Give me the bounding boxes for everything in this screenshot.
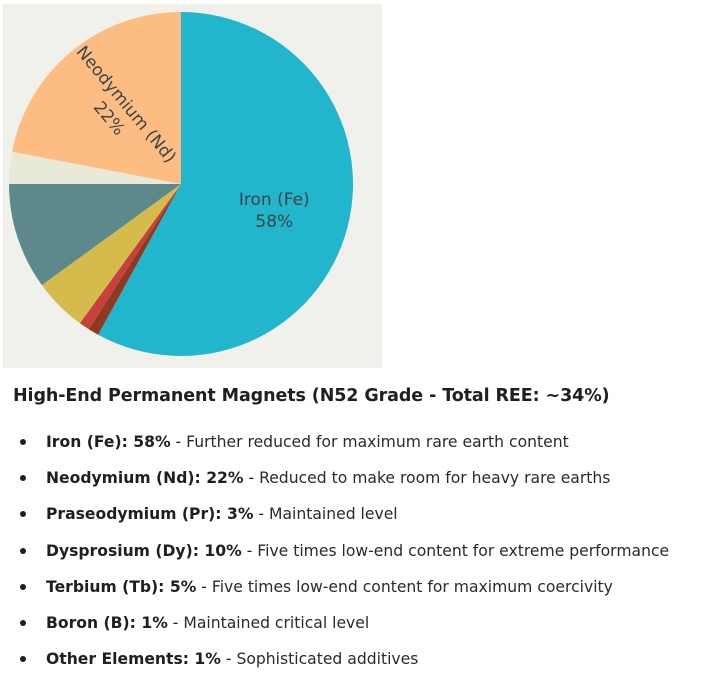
- list-item: Boron (B): 1% - Maintained critical leve…: [20, 605, 669, 641]
- bullet-icon: [20, 511, 26, 518]
- dash: -: [196, 577, 212, 596]
- dash: -: [220, 650, 237, 669]
- slice-value-label: 58%: [255, 212, 293, 232]
- section-heading: High-End Permanent Magnets (N52 Grade - …: [13, 386, 610, 406]
- colon: :: [121, 433, 134, 452]
- element-name: Praseodymium (Pr): [46, 505, 216, 524]
- dash: -: [243, 469, 260, 488]
- slice-label-group: Iron (Fe)58%: [239, 190, 310, 232]
- element-value: 1%: [194, 650, 221, 669]
- element-list: Iron (Fe): 58% - Further reduced for max…: [20, 424, 669, 677]
- element-description: Maintained level: [269, 505, 398, 524]
- element-name: Boron (B): [46, 614, 130, 633]
- element-value: 22%: [206, 469, 244, 488]
- element-value: 3%: [226, 505, 254, 524]
- element-description: Sophisticated additives: [236, 650, 419, 669]
- element-description: Reduced to make room for heavy rare eart…: [259, 469, 611, 488]
- dash: -: [253, 505, 269, 524]
- bullet-icon: [20, 439, 26, 446]
- element-value: 1%: [141, 614, 168, 633]
- list-item: Praseodymium (Pr): 3% - Maintained level: [20, 496, 669, 532]
- list-item: Other Elements: 1% - Sophisticated addit…: [20, 641, 669, 677]
- pie-slice-neodymium-nd: [12, 12, 181, 184]
- list-item: Dysprosium (Dy): 10% - Five times low-en…: [20, 533, 669, 569]
- bullet-icon: [20, 475, 26, 482]
- element-name: Other Elements: [46, 650, 183, 669]
- element-value: 5%: [169, 577, 197, 596]
- colon: :: [215, 505, 227, 524]
- element-description: Five times low-end content for extreme p…: [257, 541, 670, 560]
- element-description: Maintained critical level: [183, 614, 370, 633]
- colon: :: [129, 614, 142, 633]
- element-description: Further reduced for maximum rare earth c…: [186, 433, 569, 452]
- pie-slice-boron-b: [79, 184, 181, 330]
- colon: :: [182, 650, 195, 669]
- bullet-icon: [20, 656, 26, 663]
- element-value: 10%: [204, 541, 242, 560]
- dash: -: [241, 541, 258, 560]
- element-value: 58%: [133, 433, 171, 452]
- pie-chart-panel: Iron (Fe) 58% Neodymium (Nd) 22%: [3, 4, 382, 368]
- pie-slice-other-elements: [88, 184, 181, 335]
- list-item: Iron (Fe): 58% - Further reduced for max…: [20, 424, 669, 460]
- pie-slice-iron-fe: [98, 12, 353, 356]
- colon: :: [158, 577, 170, 596]
- pie-chart: Iron (Fe)58%Neodymium (Nd)22%: [9, 12, 353, 356]
- list-item: Neodymium (Nd): 22% - Reduced to make ro…: [20, 460, 669, 496]
- colon: :: [194, 469, 207, 488]
- list-item: Terbium (Tb): 5% - Five times low-end co…: [20, 569, 669, 605]
- element-name: Iron (Fe): [46, 433, 122, 452]
- pie-slice-praseodymium-pr: [9, 151, 181, 184]
- pie-slice-dysprosium-dy: [9, 184, 181, 286]
- pie-slice-terbium-tb: [41, 184, 181, 324]
- element-name: Terbium (Tb): [46, 577, 159, 596]
- colon: :: [192, 541, 205, 560]
- element-name: Neodymium (Nd): [46, 469, 195, 488]
- element-name: Dysprosium (Dy): [46, 541, 193, 560]
- dash: -: [167, 614, 184, 633]
- bullet-icon: [20, 620, 26, 627]
- dash: -: [170, 433, 187, 452]
- element-description: Five times low-end content for maximum c…: [211, 577, 613, 596]
- bullet-icon: [20, 547, 26, 554]
- bullet-icon: [20, 583, 26, 590]
- slice-label: Iron (Fe): [239, 190, 310, 210]
